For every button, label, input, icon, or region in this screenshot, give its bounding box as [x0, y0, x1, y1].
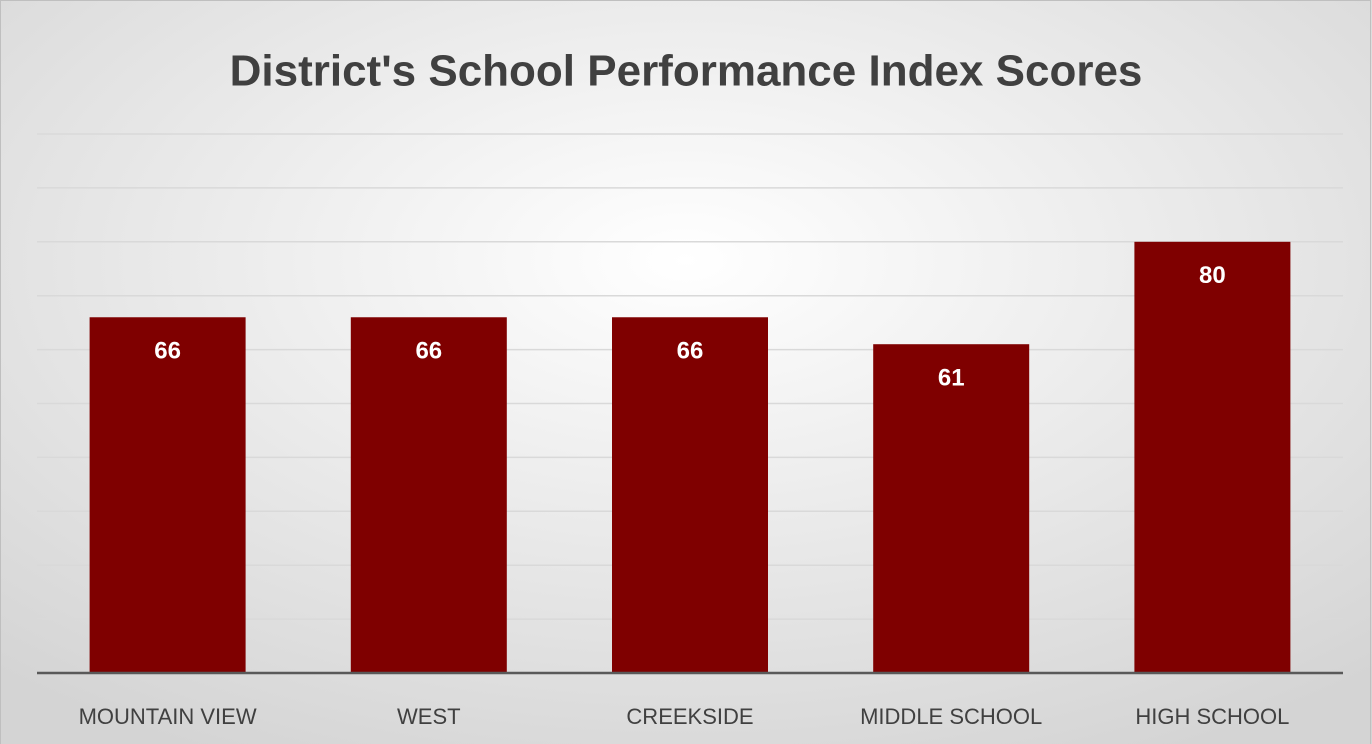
- x-tick-label: MOUNTAIN VIEW: [79, 704, 257, 729]
- x-tick-label: MIDDLE SCHOOL: [860, 704, 1042, 729]
- labels: MOUNTAIN VIEW 66 WEST 66 CREEKSIDE 66 MIDDLE S…: [37, 262, 1343, 729]
- data-label: 80: [1199, 262, 1226, 289]
- x-tick-label: WEST: [397, 704, 461, 729]
- bar: [873, 344, 1030, 673]
- data-label: 66: [415, 338, 442, 365]
- x-tick-label: HIGH SCHOOL: [1135, 704, 1289, 729]
- x-tick-label: CREEKSIDE: [626, 704, 753, 729]
- chart-title: District's School Performance Index Scor…: [230, 47, 1143, 96]
- bar: [1134, 241, 1291, 674]
- bar: [612, 317, 768, 673]
- data-label: 61: [938, 365, 965, 392]
- bars: [89, 241, 1291, 674]
- data-label: 66: [677, 338, 704, 365]
- data-label: 66: [154, 338, 181, 365]
- bar: [89, 317, 246, 673]
- bar: [350, 317, 507, 673]
